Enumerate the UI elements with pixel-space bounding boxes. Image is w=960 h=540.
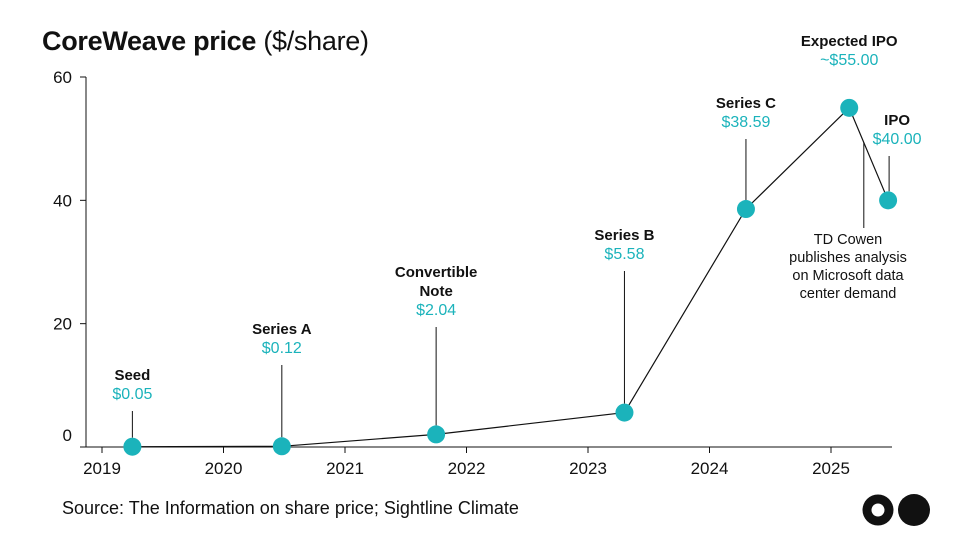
x-tick-label: 2023 [569, 459, 607, 478]
x-tick-label: 2021 [326, 459, 364, 478]
data-label-value: $38.59 [721, 114, 770, 131]
data-point [840, 98, 859, 117]
data-label-value: $0.12 [262, 340, 302, 357]
data-labels: Seed $0.05 Series A $0.12 Convertible Note $2.… [112, 33, 921, 403]
chart-title: CoreWeave price ($/share) [42, 26, 369, 57]
data-label-name: Expected IPO [801, 33, 898, 50]
chart-axes: 0 20 40 60 2019 2020 2021 2022 2023 2024 2025 [53, 68, 892, 478]
source-note: Source: The Information on share price; … [62, 498, 519, 518]
y-tick-label: 20 [53, 315, 72, 334]
data-label-value: ~$55.00 [820, 52, 878, 69]
data-label-name: IPO [884, 112, 910, 129]
annotation-text: on Microsoft data [792, 268, 904, 284]
data-point [123, 437, 142, 456]
y-tick-label: 0 [63, 426, 72, 445]
annotation-text: TD Cowen [814, 232, 883, 248]
brand-logo-icon [862, 494, 930, 526]
data-label-name: Series C [716, 95, 776, 112]
x-tick-label: 2024 [691, 459, 729, 478]
data-point [427, 425, 446, 444]
series-line-layer [132, 106, 889, 448]
data-label-name: Note [419, 283, 452, 300]
data-points [123, 98, 898, 456]
data-label-value: $5.58 [604, 246, 644, 263]
chart-title-main: CoreWeave price [42, 26, 257, 56]
data-label-value: $40.00 [873, 131, 922, 148]
data-point [736, 200, 755, 219]
annotation-text: center demand [800, 286, 897, 302]
series-line [132, 106, 889, 448]
data-label-name: Convertible [395, 264, 478, 281]
y-tick-label: 60 [53, 68, 72, 87]
data-label-name: Series A [252, 321, 312, 338]
data-label-name: Seed [114, 367, 150, 384]
line-chart: 0 20 40 60 2019 2020 2021 2022 2023 2024 2025 Seed… [53, 33, 922, 478]
chart-title-unit: ($/share) [263, 26, 369, 56]
y-tick-label: 40 [53, 191, 72, 210]
data-label-value: $0.05 [112, 386, 152, 403]
x-tick-label: 2022 [448, 459, 486, 478]
annotations: TD Cowen publishes analysis on Microsoft d… [789, 142, 907, 302]
annotation-text: publishes analysis [789, 250, 907, 266]
x-tick-label: 2019 [83, 459, 121, 478]
data-point [879, 191, 898, 210]
x-tick-label: 2020 [205, 459, 243, 478]
leader-lines [131, 139, 890, 438]
data-label-name: Series B [594, 227, 654, 244]
x-tick-label: 2025 [812, 459, 850, 478]
data-label-value: $2.04 [416, 302, 456, 319]
data-point [272, 437, 291, 456]
data-point [615, 403, 634, 422]
